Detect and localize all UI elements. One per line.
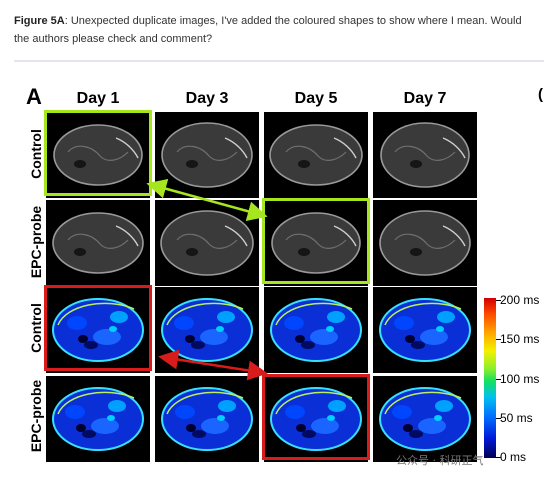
mri-image-epc-probe-bottom-day-5	[264, 376, 368, 462]
column-header-day-1: Day 1	[76, 90, 120, 107]
mri-image-epc-probe-bottom-day-1	[46, 376, 150, 462]
caption-label: Figure 5A	[14, 15, 65, 27]
mri-image-epc-probe-top-day-1	[46, 200, 150, 286]
mri-image-control-top-day-3	[155, 112, 259, 198]
colorbar-tick	[496, 457, 501, 458]
next-panel-letter-edge: (	[538, 86, 543, 103]
mri-image-epc-probe-bottom-day-7	[373, 376, 477, 462]
caption-text: : Unexpected duplicate images, I've adde…	[14, 15, 522, 45]
colorbar	[484, 298, 496, 458]
divider	[14, 60, 544, 62]
column-header-day-5: Day 5	[294, 90, 338, 107]
mri-image-control-bottom-day-5	[264, 287, 368, 373]
colorbar-tick	[496, 379, 501, 380]
mri-image-epc-probe-top-day-5	[264, 200, 368, 286]
mri-image-control-top-day-1	[46, 112, 150, 198]
panel-letter: A	[26, 84, 42, 109]
colorbar-label-200: 200 ms	[500, 293, 540, 307]
mri-image-epc-probe-top-day-3	[155, 200, 259, 286]
colorbar-label-100: 100 ms	[500, 372, 540, 386]
mri-image-epc-probe-top-day-7	[373, 200, 477, 286]
mri-image-epc-probe-bottom-day-3	[155, 376, 259, 462]
mri-image-control-bottom-day-3	[155, 287, 259, 373]
mri-image-control-top-day-5	[264, 112, 368, 198]
colorbar-tick	[496, 339, 501, 340]
colorbar-tick	[496, 418, 501, 419]
watermark: 公众号 · 科研正气	[396, 454, 484, 467]
column-header-day-3: Day 3	[185, 90, 229, 107]
colorbar-tick	[496, 300, 501, 301]
figure-caption: Figure 5A: Unexpected duplicate images, …	[14, 12, 529, 48]
mri-image-control-top-day-7	[373, 112, 477, 198]
colorbar-label-0: 0 ms	[500, 450, 527, 464]
colorbar-label-50: 50 ms	[500, 411, 533, 425]
colorbar-label-150: 150 ms	[500, 332, 540, 346]
mri-image-control-bottom-day-7	[373, 287, 477, 373]
column-header-day-7: Day 7	[403, 90, 447, 107]
mri-image-control-bottom-day-1	[46, 287, 150, 373]
row-header-epc-probe-2: EPC-probe	[28, 379, 44, 453]
